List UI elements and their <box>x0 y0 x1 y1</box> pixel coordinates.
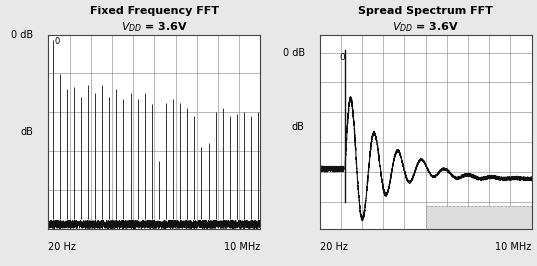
Title: Fixed Frequency FFT
$V_{DD}$ = 3.6V: Fixed Frequency FFT $V_{DD}$ = 3.6V <box>90 6 219 34</box>
Text: dB: dB <box>20 127 33 137</box>
Text: 0 dB: 0 dB <box>282 48 305 57</box>
Title: Spread Spectrum FFT
$V_{DD}$ = 3.6V: Spread Spectrum FFT $V_{DD}$ = 3.6V <box>358 6 493 34</box>
Text: 10 MHz: 10 MHz <box>224 242 260 252</box>
Text: 0: 0 <box>340 52 345 61</box>
Text: 0 dB: 0 dB <box>11 30 33 40</box>
Text: dB: dB <box>292 122 305 132</box>
Text: 20 Hz: 20 Hz <box>320 242 347 252</box>
Text: 20 Hz: 20 Hz <box>48 242 76 252</box>
Text: 0: 0 <box>55 36 60 45</box>
Text: 10 MHz: 10 MHz <box>495 242 532 252</box>
Bar <box>426 206 532 229</box>
